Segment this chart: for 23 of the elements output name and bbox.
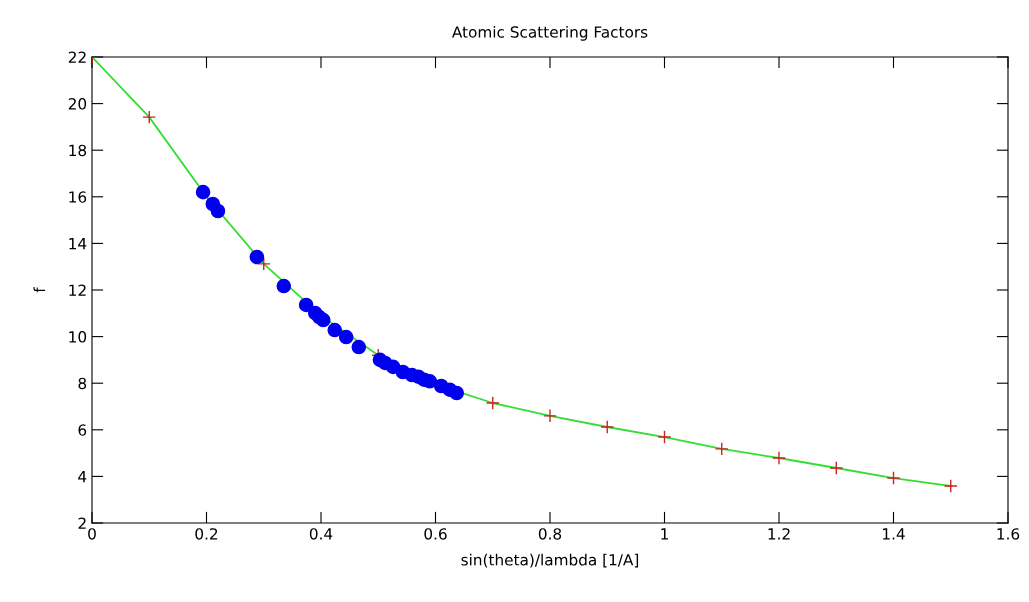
chart-title: Atomic Scattering Factors (452, 25, 648, 41)
y-tick-label: 2 (78, 517, 86, 529)
x-tick-label: 0.8 (538, 528, 562, 540)
y-axis-title: f (33, 287, 46, 293)
y-tick-label: 4 (78, 471, 87, 483)
y-tick-label: 6 (78, 424, 87, 436)
x-tick-label: 0.4 (309, 528, 333, 540)
y-tick-label: 8 (78, 377, 87, 390)
x-tick-label: 1.4 (883, 528, 905, 540)
y-tick-label: 22 (68, 51, 86, 63)
x-tick-label: 0 (88, 528, 96, 540)
y-tick-label: 16 (69, 191, 87, 203)
y-tick-label: 20 (68, 98, 87, 110)
x-tick-label: 0.6 (424, 528, 447, 540)
x-tick-label: 0.2 (195, 528, 218, 540)
y-tick-label: 10 (69, 331, 87, 343)
y-tick-label: 14 (69, 238, 87, 250)
y-tick-label: 12 (69, 284, 86, 296)
x-axis-title: sin(theta)/lambda [1/A] (461, 553, 639, 568)
x-tick-label: 1 (661, 528, 668, 540)
y-tick-label: 18 (69, 144, 87, 157)
x-tick-label: 1.6 (997, 528, 1020, 540)
x-tick-label: 1.2 (768, 528, 790, 540)
